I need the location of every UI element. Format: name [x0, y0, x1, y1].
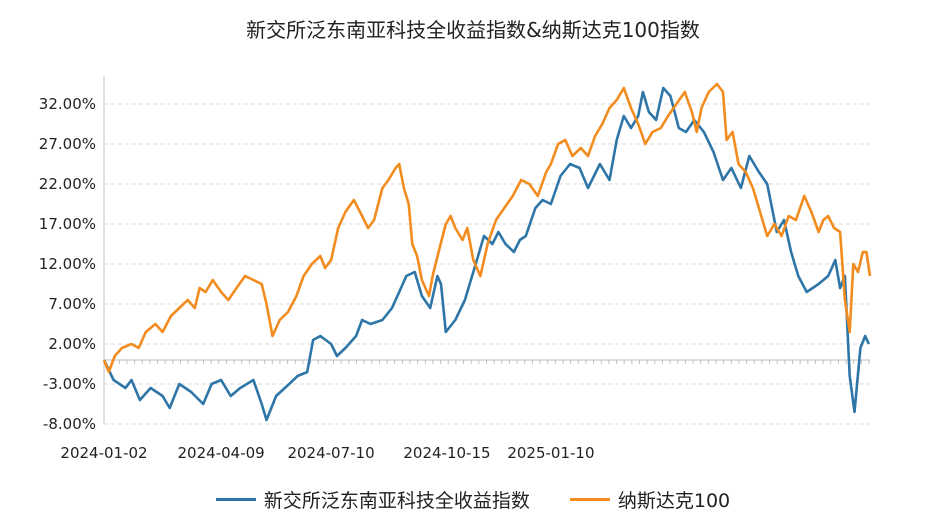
chart-legend: 新交所泛东南亚科技全收益指数 纳斯达克100: [0, 484, 946, 514]
legend-label-series-1: 纳斯达克100: [617, 489, 731, 512]
legend-swatch-series-0: [215, 497, 256, 501]
legend-item-series-1: 纳斯达克100: [569, 486, 731, 513]
y-tick-label: 22.00%: [39, 175, 96, 193]
series-line-0: [102, 86, 870, 422]
x-tick-label: 2025-01-10: [507, 444, 594, 462]
x-tick-label: 2024-07-10: [287, 444, 374, 462]
y-tick-label: -8.00%: [43, 415, 96, 433]
legend-item-series-0: 新交所泛东南亚科技全收益指数: [215, 486, 530, 513]
y-tick-label: 7.00%: [48, 295, 96, 313]
x-tick-label: 2024-10-15: [403, 444, 490, 462]
legend-label-series-0: 新交所泛东南亚科技全收益指数: [263, 489, 530, 512]
y-tick-label: 32.00%: [39, 95, 96, 113]
chart-title: 新交所泛东南亚科技全收益指数&纳斯达克100指数: [246, 18, 700, 42]
y-tick-label: -3.00%: [43, 375, 96, 393]
y-tick-label: 17.00%: [39, 215, 96, 233]
series-line-1: [102, 82, 872, 374]
y-tick-label: 27.00%: [39, 135, 96, 153]
x-tick-label: 2024-01-02: [60, 444, 147, 462]
y-tick-label: 12.00%: [39, 255, 96, 273]
x-tick-label: 2024-04-09: [178, 444, 265, 462]
y-tick-label: 2.00%: [48, 335, 96, 353]
legend-swatch-series-1: [569, 497, 610, 501]
